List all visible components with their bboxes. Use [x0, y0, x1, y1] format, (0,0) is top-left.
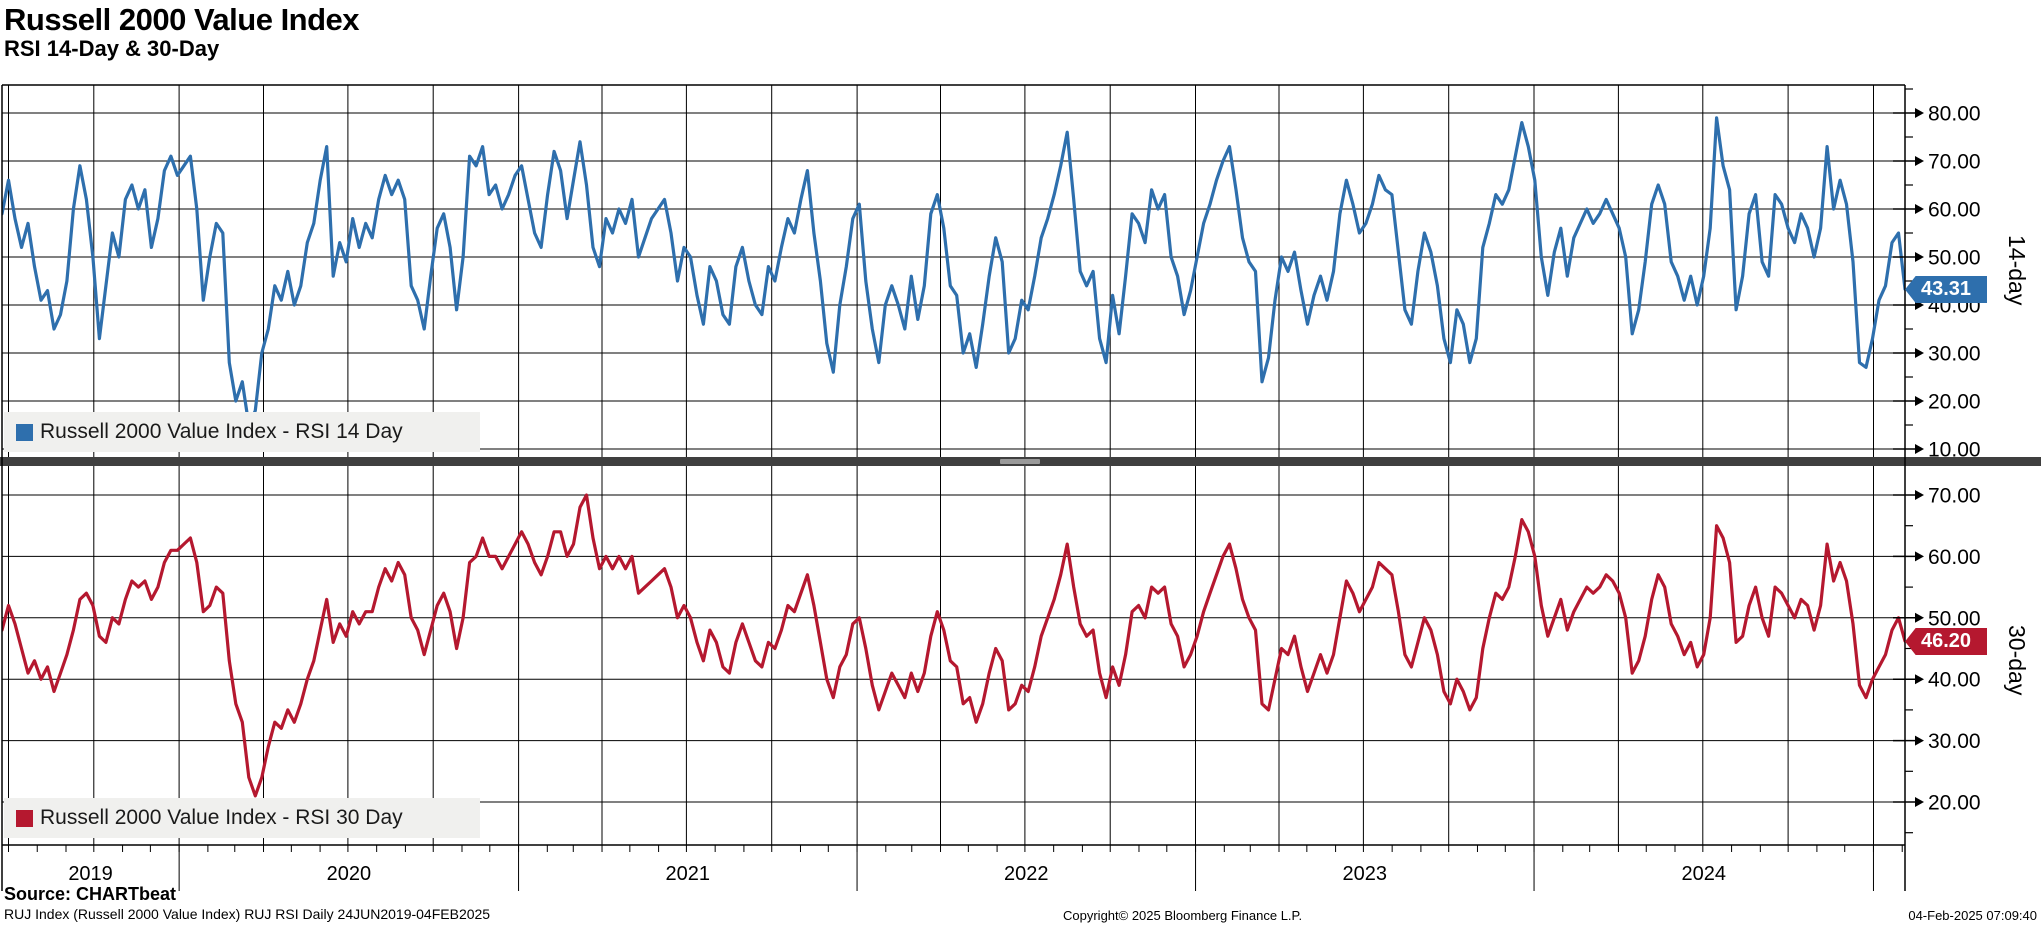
axis-tick-arrow-icon — [1915, 444, 1924, 454]
axis-tick-arrow-icon — [1915, 108, 1924, 118]
axis-tick-label: 10.00 — [1928, 439, 1981, 462]
axis-tick-label: 30.00 — [1928, 343, 1981, 366]
copyright-label: Copyright© 2025 Bloomberg Finance L.P. — [1063, 908, 1303, 923]
panel-resize-handle[interactable] — [1000, 459, 1040, 464]
axis-tick-label: 30.00 — [1928, 730, 1981, 753]
axis-tick-label: 70.00 — [1928, 485, 1981, 508]
legend-label-rsi30: Russell 2000 Value Index - RSI 30 Day — [40, 806, 403, 829]
axis-tick-label: 50.00 — [1928, 247, 1981, 270]
axis-tick-arrow-icon — [1915, 156, 1924, 166]
axis-tick-label: 60.00 — [1928, 199, 1981, 222]
x-axis-year-label: 2019 — [68, 863, 113, 885]
legend-rsi14[interactable]: Russell 2000 Value Index - RSI 14 Day — [4, 412, 480, 452]
axis-tick-arrow-icon — [1915, 612, 1924, 623]
page-title: Russell 2000 Value Index — [4, 2, 360, 37]
page-subtitle: RSI 14-Day & 30-Day — [4, 36, 220, 61]
timestamp-label: 04-Feb-2025 07:09:40 — [1908, 908, 2037, 923]
source-label: Source: CHARTbeat — [4, 884, 177, 904]
x-axis-year-label: 2023 — [1343, 863, 1388, 885]
axis-tick-arrow-icon — [1915, 551, 1924, 562]
last-value-badge-rsi30: 46.20 — [1905, 628, 1987, 655]
axis-tick-label: 50.00 — [1928, 607, 1981, 630]
axis-tick-label: 20.00 — [1928, 792, 1981, 815]
series-line-rsi14 — [2, 116, 1905, 427]
legend-label-rsi14: Russell 2000 Value Index - RSI 14 Day — [40, 420, 403, 443]
axis-tick-label: 70.00 — [1928, 151, 1981, 174]
axis-tick-arrow-icon — [1915, 735, 1924, 746]
axis-tick-arrow-icon — [1915, 490, 1924, 500]
axis-title-30day: 30-day — [2004, 624, 2030, 696]
axis-tick-arrow-icon — [1915, 674, 1924, 685]
axis-title-14day: 14-day — [2004, 234, 2030, 306]
axis-tick-arrow-icon — [1915, 252, 1924, 262]
x-axis-year-label: 2022 — [1004, 863, 1049, 885]
legend-rsi30[interactable]: Russell 2000 Value Index - RSI 30 Day — [4, 798, 480, 838]
x-axis-year-label: 2020 — [327, 863, 372, 885]
series-line-rsi30 — [2, 493, 1905, 798]
axis-tick-label: 60.00 — [1928, 546, 1981, 569]
x-axis-year-label: 2024 — [1682, 863, 1727, 885]
axis-tick-label: 20.00 — [1928, 391, 1981, 414]
axis-tick-label: 40.00 — [1928, 669, 1981, 692]
legend-swatch-rsi30-icon — [16, 809, 33, 827]
rsi30-plot-area[interactable] — [2, 466, 1905, 845]
axis-tick-arrow-icon — [1915, 348, 1924, 358]
legend-swatch-rsi14-icon — [16, 423, 33, 441]
last-value-badge-rsi14: 43.31 — [1905, 276, 1987, 303]
axis-tick-arrow-icon — [1915, 396, 1924, 406]
chart-description: RUJ Index (Russell 2000 Value Index) RUJ… — [4, 906, 491, 922]
axis-tick-arrow-icon — [1915, 797, 1924, 807]
axis-tick-arrow-icon — [1915, 204, 1924, 214]
rsi14-plot-area[interactable] — [2, 85, 1905, 457]
x-axis-year-label: 2021 — [666, 863, 711, 885]
axis-tick-label: 80.00 — [1928, 103, 1981, 126]
